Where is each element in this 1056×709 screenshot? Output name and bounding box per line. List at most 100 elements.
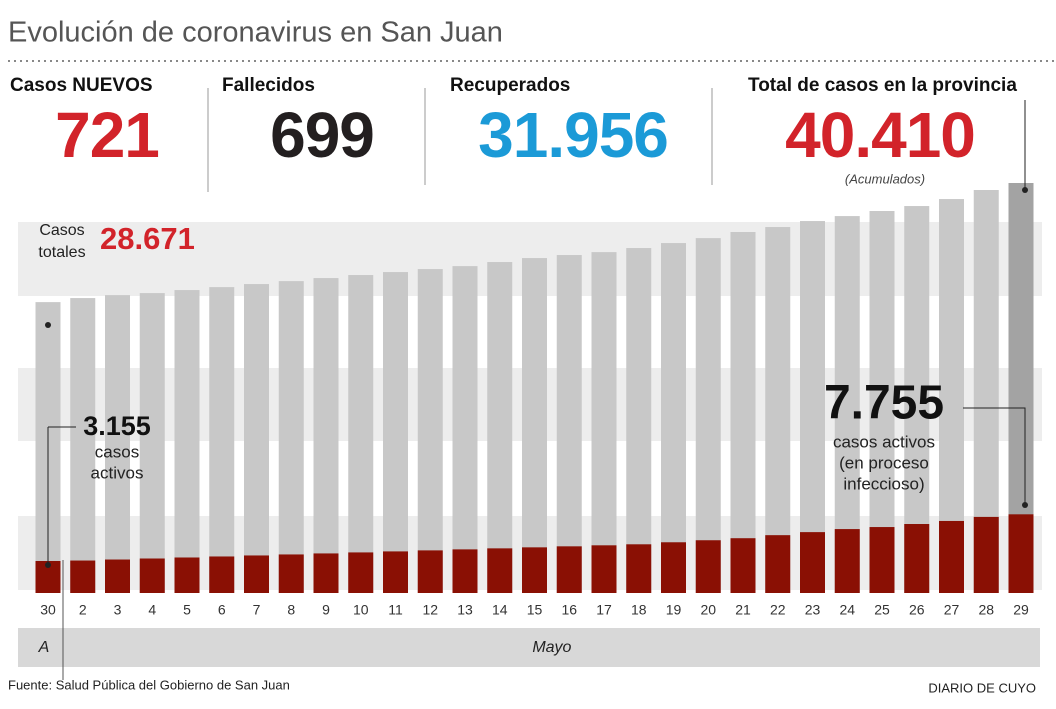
x-tick-label: 28 — [978, 602, 994, 618]
leader — [963, 407, 1026, 505]
active-bar — [383, 551, 408, 593]
active-bar — [417, 550, 443, 593]
active-bar — [209, 556, 235, 593]
x-tick-label: 10 — [353, 602, 369, 618]
x-tick-label: 30 — [40, 602, 56, 618]
x-tick-label: 29 — [1013, 602, 1029, 618]
total-bar — [70, 298, 96, 593]
active-bar — [904, 524, 930, 593]
value-label: 3.155 — [83, 411, 151, 441]
annotation: activos — [91, 463, 144, 482]
x-tick-label: 12 — [422, 602, 438, 618]
total-bar — [278, 281, 304, 593]
value-label: 7.755 — [824, 377, 944, 430]
active-bar — [556, 546, 582, 593]
x-tick-label: 26 — [909, 602, 925, 618]
active-bar — [765, 535, 791, 593]
total-bar — [661, 243, 686, 594]
source: Fuente: Salud Pública del Gobierno de Sa… — [8, 677, 290, 692]
total-bar — [800, 221, 825, 593]
annotation: casos activos — [833, 432, 935, 451]
active-bar — [834, 529, 860, 593]
total-bar — [209, 287, 235, 593]
active-bar — [869, 527, 895, 593]
credit: DIARIO DE CUYO — [928, 680, 1036, 695]
stat-note: (Acumulados) — [845, 171, 925, 186]
active-bar — [1008, 514, 1034, 593]
marker-dot — [45, 562, 51, 568]
x-tick-label: 11 — [388, 602, 403, 618]
total-bar — [348, 275, 374, 593]
x-tick-label: 2 — [79, 602, 87, 618]
total-bar — [730, 232, 756, 594]
total-bar — [591, 252, 617, 593]
total-bar — [626, 248, 652, 593]
value-label: 28.671 — [100, 221, 195, 256]
active-bar — [591, 545, 617, 593]
x-tick-label: 17 — [596, 602, 612, 618]
stat-value: 721 — [55, 99, 159, 171]
stat-value: 699 — [270, 99, 374, 171]
stat-value: 40.410 — [785, 99, 975, 171]
total-bar — [244, 284, 269, 593]
active-bar — [174, 557, 200, 593]
x-tick-label: 15 — [527, 602, 543, 618]
x-tick-label: 24 — [839, 602, 855, 618]
active-bar — [139, 558, 165, 593]
month-bar — [18, 628, 1040, 667]
active-bar — [70, 560, 96, 593]
active-bar — [626, 544, 652, 593]
x-tick-label: 16 — [561, 602, 577, 618]
stat-label: Casos NUEVOS — [10, 75, 153, 96]
total-bar — [487, 262, 513, 593]
marker-dot — [1022, 502, 1028, 508]
stat-label: Fallecidos — [222, 75, 315, 96]
x-tick-label: 18 — [631, 602, 647, 618]
active-bar — [487, 548, 513, 593]
x-tick-label: 8 — [287, 602, 295, 618]
total-bar — [174, 290, 200, 593]
active-bar — [244, 555, 269, 593]
annotation: infeccioso) — [843, 474, 924, 493]
total-bar — [522, 258, 547, 593]
total-bar — [105, 295, 130, 593]
x-tick-label: 9 — [322, 602, 330, 618]
annotation: (en proceso — [839, 453, 929, 472]
chart-title: Evolución de coronavirus en San Juan — [8, 17, 503, 49]
total-bar — [452, 266, 478, 593]
active-bar — [800, 532, 825, 593]
total-bar — [313, 278, 339, 593]
stat-label: Recuperados — [450, 75, 570, 96]
x-tick-label: 21 — [735, 602, 751, 618]
x-tick-label: 27 — [944, 602, 960, 618]
x-tick-label: 23 — [805, 602, 821, 618]
month-label: Mayo — [532, 639, 571, 656]
marker-dot — [1022, 187, 1028, 193]
x-tick-label: 22 — [770, 602, 786, 618]
active-bar — [278, 554, 304, 593]
total-bar — [695, 238, 721, 593]
x-tick-label: 14 — [492, 602, 508, 618]
x-tick-label: 13 — [457, 602, 473, 618]
annotation: totales — [38, 244, 85, 261]
total-bar — [765, 227, 791, 593]
stat-label: Total de casos en la provincia — [748, 75, 1017, 96]
active-bar — [452, 549, 478, 593]
x-tick-label: 4 — [148, 602, 156, 618]
active-bar — [661, 542, 686, 593]
total-bar — [139, 293, 165, 593]
active-bar — [730, 538, 756, 593]
x-tick-label: 5 — [183, 602, 191, 618]
active-bar — [695, 540, 721, 593]
x-tick-label: 19 — [666, 602, 682, 618]
active-bar — [939, 520, 964, 593]
month-label: A — [38, 639, 50, 656]
x-tick-label: 3 — [114, 602, 122, 618]
x-tick-label: 25 — [874, 602, 890, 618]
active-bar — [973, 516, 999, 593]
total-bar — [556, 255, 582, 593]
stat-value: 31.956 — [478, 99, 668, 171]
active-bar — [348, 552, 374, 593]
total-bar — [383, 272, 408, 593]
